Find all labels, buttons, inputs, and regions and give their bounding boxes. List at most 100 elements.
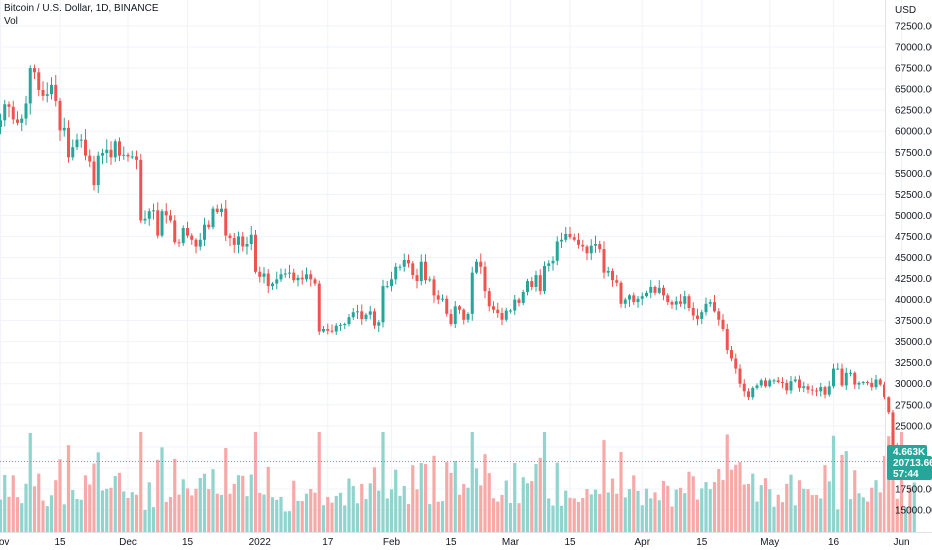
volume-bar — [279, 496, 283, 532]
volume-bar — [899, 432, 904, 532]
volume-bar — [674, 489, 678, 532]
volume-bar — [245, 496, 249, 532]
candle-body — [75, 139, 79, 148]
candle-body — [806, 386, 810, 390]
volume-bar — [168, 497, 173, 532]
volume-bar — [615, 493, 619, 532]
volume-bar — [517, 503, 521, 532]
volume-bar — [882, 455, 887, 532]
candle-body — [483, 266, 487, 292]
time-axis[interactable]: Nov15Dec15202217Feb15Mar15Apr15May16Jun2… — [0, 537, 932, 548]
volume-bar — [287, 511, 292, 532]
volume-bar — [381, 432, 385, 532]
volume-bar — [147, 482, 151, 532]
volume-bar — [691, 476, 695, 532]
volume-bar — [88, 484, 92, 532]
volume-bar — [891, 432, 895, 532]
volume-bar — [466, 487, 470, 532]
volume-bar — [0, 499, 3, 532]
volume-bar — [156, 459, 160, 532]
candle-body — [194, 239, 198, 247]
candle-body — [288, 272, 291, 274]
candle-body — [152, 210, 155, 212]
volume-bar — [814, 494, 819, 532]
candle-body — [742, 383, 746, 392]
volume-bar — [653, 492, 657, 532]
candle-body — [385, 286, 389, 288]
candle-body — [466, 313, 470, 320]
volume-bar — [338, 492, 343, 532]
candle-body — [785, 382, 789, 391]
candle-body — [560, 239, 563, 242]
candle-body — [857, 382, 861, 385]
candle-body — [768, 380, 772, 387]
candle-body — [738, 368, 742, 384]
symbol-title[interactable]: Bitcoin / U.S. Dollar, 1D, BINANCE — [4, 3, 159, 14]
volume-bar — [117, 472, 122, 532]
candle-body — [173, 220, 177, 243]
volume-bar — [530, 481, 534, 532]
candle-body — [572, 237, 576, 240]
candle-body — [632, 295, 636, 303]
volume-bar — [134, 494, 139, 532]
candle-body — [725, 329, 729, 351]
candle-body — [700, 312, 704, 319]
volume-bar — [789, 474, 793, 532]
candle-body — [58, 100, 62, 131]
volume-bar — [122, 491, 126, 532]
volume-bar — [270, 497, 275, 532]
candle-body — [721, 319, 725, 330]
volume-bar — [292, 480, 296, 532]
time-tick-label: Mar — [502, 537, 520, 548]
candle-body — [636, 298, 640, 303]
volume-bar — [258, 492, 262, 532]
volume-bar — [445, 462, 449, 532]
candle-body — [628, 295, 631, 300]
price-axis[interactable]: 15000.00 17500.00 25000.00 27500.00 30000.00… — [895, 22, 932, 517]
volume-bar — [666, 485, 670, 532]
volume-bar — [249, 474, 253, 532]
price-tick-label: 62500.00 — [895, 106, 932, 117]
volume-bar — [785, 483, 789, 532]
time-tick-label: Nov — [0, 537, 9, 548]
candle-body — [0, 120, 2, 128]
price-tag: 20713.66 57:44 — [887, 456, 932, 480]
candle-body — [28, 68, 32, 104]
volume-bar — [844, 451, 848, 532]
volume-indicator-label[interactable]: Vol — [4, 16, 18, 27]
volume-bars — [0, 432, 916, 532]
candle-body — [619, 282, 623, 304]
candle-body — [602, 249, 606, 273]
candle-body — [322, 329, 325, 332]
volume-bar — [75, 499, 79, 532]
candle-body — [734, 358, 738, 369]
price-tick-label: 25000.00 — [895, 421, 932, 432]
candle-body — [181, 228, 185, 244]
candle-body — [326, 329, 330, 331]
volume-bar — [619, 452, 623, 532]
volume-bar — [640, 505, 644, 532]
volume-bar — [551, 505, 555, 532]
candle-body — [364, 314, 368, 319]
candle-body — [300, 277, 304, 280]
volume-bar — [406, 504, 411, 532]
volume-bar — [521, 477, 525, 532]
candle-body — [101, 153, 104, 156]
time-tick-label: Jun — [893, 537, 909, 548]
volume-bar — [143, 509, 147, 532]
volume-bar — [678, 487, 683, 532]
volume-bar — [683, 493, 687, 532]
volume-bar — [364, 499, 368, 532]
candle-body — [96, 155, 100, 186]
volume-bar — [389, 489, 394, 532]
candle-body — [793, 379, 797, 382]
volume-bar — [513, 463, 517, 532]
candle-body — [504, 310, 508, 320]
candle-body — [458, 306, 461, 310]
volume-bar — [751, 473, 755, 532]
candle-body — [309, 274, 313, 280]
candle-body — [687, 296, 691, 308]
candle-body — [368, 311, 372, 315]
volume-bar — [496, 501, 500, 532]
